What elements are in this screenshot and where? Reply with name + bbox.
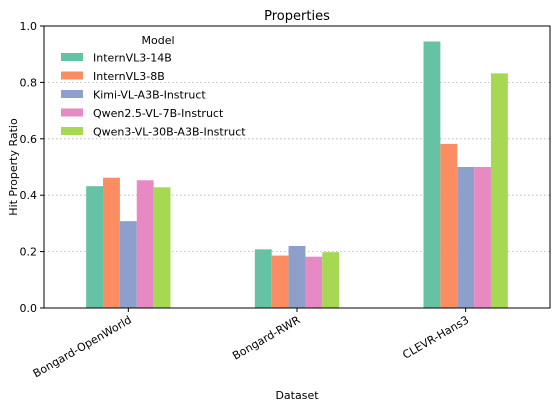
legend-label: InternVL3-8B <box>93 70 165 83</box>
y-axis-label: Hit Property Ratio <box>7 118 20 216</box>
bar <box>136 180 154 308</box>
legend-title: Model <box>141 34 174 47</box>
y-tick-label: 0.0 <box>20 302 38 315</box>
bar <box>271 255 289 308</box>
y-tick-label: 0.2 <box>20 246 38 259</box>
y-tick-label: 1.0 <box>20 20 38 33</box>
y-axis: 0.0 0.2 0.4 0.6 0.8 1.0 <box>20 20 44 315</box>
legend-swatch <box>61 71 83 80</box>
bar <box>457 167 475 308</box>
bar <box>86 186 104 308</box>
legend: Model InternVL3-14B InternVL3-8B Kimi-VL-A… <box>61 34 246 139</box>
x-axis-label: Dataset <box>275 389 319 402</box>
y-tick-label: 0.8 <box>20 76 38 89</box>
legend-swatch <box>61 90 83 98</box>
bar <box>474 167 491 308</box>
y-tick-label: 0.4 <box>20 189 38 202</box>
legend-swatch <box>61 108 83 117</box>
legend-label: Qwen3-VL-30B-A3B-Instruct <box>93 126 246 139</box>
bar <box>119 221 137 308</box>
legend-label: InternVL3-14B <box>93 52 172 65</box>
y-tick-label: 0.6 <box>20 133 38 146</box>
bar <box>103 177 120 308</box>
chart-title: Properties <box>264 9 330 24</box>
bar <box>254 249 272 308</box>
bar <box>490 73 508 308</box>
bar <box>423 41 441 308</box>
legend-label: Qwen2.5-VL-7B-Instruct <box>93 107 224 120</box>
bar <box>288 245 306 308</box>
bar <box>440 143 458 308</box>
bar <box>153 187 171 308</box>
bars <box>86 41 508 308</box>
legend-swatch <box>61 53 83 61</box>
bar <box>305 256 323 308</box>
bar <box>322 252 340 308</box>
legend-swatch <box>61 127 83 135</box>
legend-label: Kimi-VL-A3B-Instruct <box>93 89 206 102</box>
